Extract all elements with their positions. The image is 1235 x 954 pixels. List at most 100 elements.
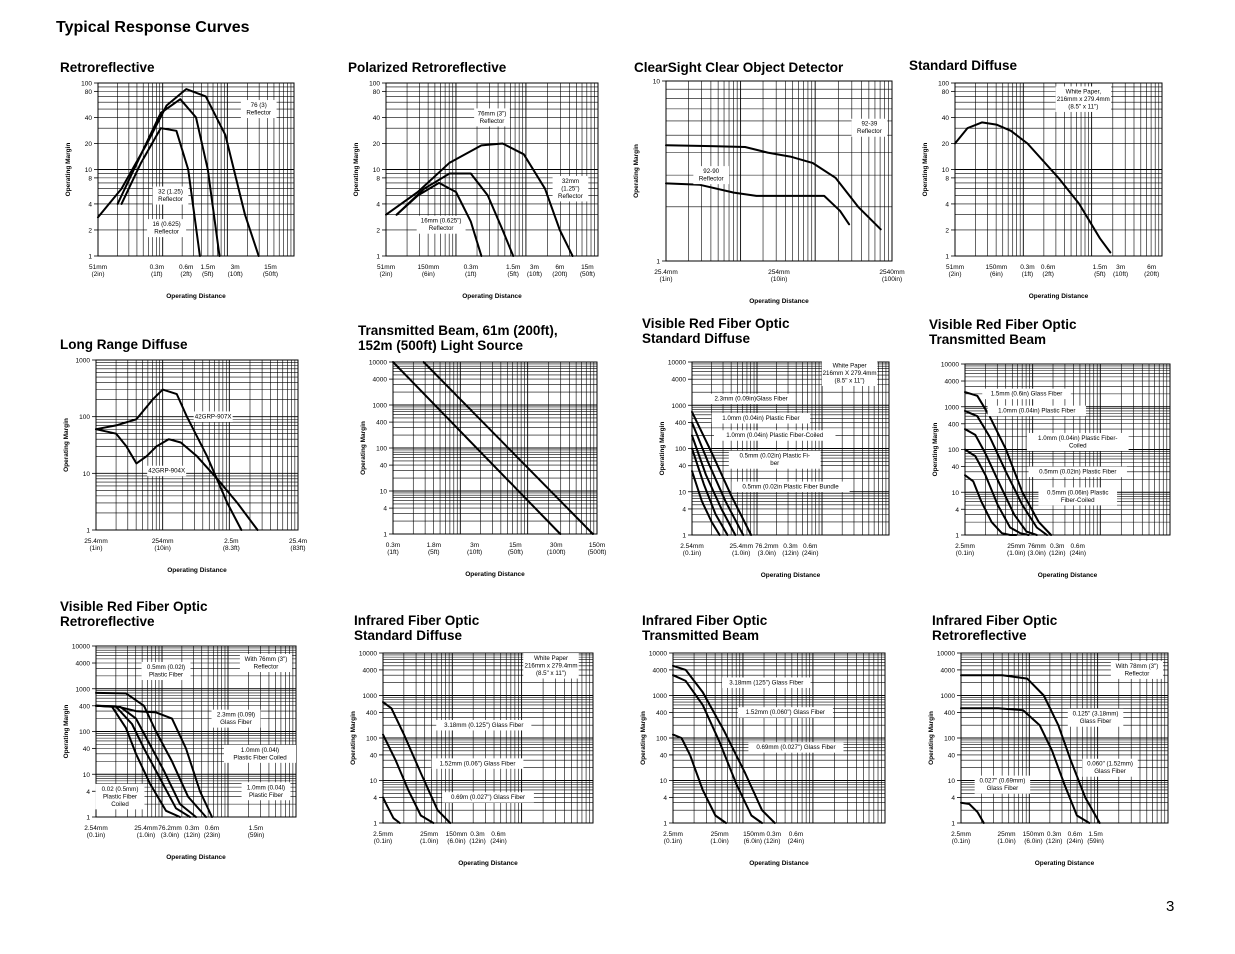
chart-11-xtick-label: 25mm (1.0in) xyxy=(710,831,728,845)
chart-3-frame xyxy=(665,80,893,262)
chart-1-annotation: 16 (0.625) Reflector xyxy=(152,221,180,236)
chart-8-series-line xyxy=(964,474,1018,536)
chart-5-xtick-label: 25.4mm (1in) xyxy=(84,538,107,552)
chart-5-annotation: 42GRP-907X xyxy=(195,413,232,420)
chart-4-xlabel: Operating Distance xyxy=(1029,293,1089,300)
chart-6-xtick-label: 3m (10ft) xyxy=(467,542,482,556)
chart-10-series-line xyxy=(382,796,401,824)
chart-7-annotation: 0.5mm (0.02in) Plastic Fi-ber xyxy=(739,453,810,468)
chart-9-series-line xyxy=(95,691,207,818)
chart-6-ytick-label: 40 xyxy=(380,463,388,470)
chart-1-ytick-label: 8 xyxy=(88,175,92,182)
chart-10-ytick-label: 10 xyxy=(370,778,378,785)
chart-12-xlabel: Operating Distance xyxy=(1035,860,1095,867)
chart-8-xlabel: Operating Distance xyxy=(1038,572,1098,579)
chart-8-annotation: 1.5mm (0.6in) Glass Fiber xyxy=(991,391,1063,398)
chart-5-xtick-label: 254mm (10in) xyxy=(152,538,174,552)
chart-9-ytick-label: 100 xyxy=(79,729,90,736)
chart-10-ytick-label: 1000 xyxy=(363,693,378,700)
chart-1-series-line xyxy=(120,127,201,257)
chart-11-ytick-label: 10 xyxy=(660,778,668,785)
chart-12-series-line xyxy=(960,801,985,824)
chart-4-xtick-label: 0.3m (1ft) xyxy=(1020,264,1034,278)
chart-6-ytick-label: 10000 xyxy=(369,360,387,367)
chart-7-xtick-label: 2.54mm (0.1in) xyxy=(680,543,703,557)
chart-11-ytick-label: 100 xyxy=(656,736,667,743)
chart-1-annotation-bg xyxy=(152,186,189,205)
chart-6-ytick-label: 4000 xyxy=(373,377,388,384)
chart-9-title: Visible Red Fiber Optic Retroreflective xyxy=(60,599,208,629)
chart-6-xtick-label: 15m (50ft) xyxy=(508,542,523,556)
chart-1-xtick-label: 0.3m (1ft) xyxy=(150,264,164,278)
chart-7-annotation: 0.5mm (0.02in Plastic Fiber Bundle xyxy=(742,484,839,491)
chart-9-annotation-bg xyxy=(95,783,145,810)
chart-12-series-line xyxy=(960,707,1091,824)
chart-1-ytick-label: 80 xyxy=(85,89,93,96)
chart-2-annotation: 16mm (0.625") Reflector xyxy=(421,218,462,233)
chart-8-series-line xyxy=(964,409,1048,536)
chart-12-ytick-label: 1 xyxy=(951,821,955,828)
chart-11-annotation-bg xyxy=(748,742,844,753)
chart-8-ytick-label: 1 xyxy=(955,533,959,540)
chart-4-ytick-label: 8 xyxy=(945,175,949,182)
chart-6-ytick-label: 400 xyxy=(376,420,387,427)
chart-9-series-line xyxy=(95,704,197,818)
chart-10-ytick-label: 40 xyxy=(370,752,378,759)
chart-11-ytick-label: 4000 xyxy=(653,667,668,674)
chart-7-annotation-bg xyxy=(731,481,850,493)
chart-7-ytick-label: 100 xyxy=(675,446,686,453)
chart-11-xtick-label: 2.5mm (0.1in) xyxy=(663,831,683,845)
chart-4-ytick-label: 20 xyxy=(942,141,950,148)
chart-9-xtick-label: 76.2mm (3.0in) xyxy=(158,825,181,839)
chart-10-annotation: 1.52mm (0.06") Glass Fiber xyxy=(440,760,516,767)
chart-3-ytick-label: 1 xyxy=(656,259,660,266)
chart-2-ylabel: Operating Margin xyxy=(353,143,360,197)
chart-11-annotation-bg xyxy=(722,677,811,688)
chart-12-annotation: 0.125" (3.18mm) Glass Fiber xyxy=(1073,711,1119,726)
chart-6-grid xyxy=(392,362,597,535)
chart-9-ytick-label: 4 xyxy=(86,789,90,796)
chart-9-annotation-bg xyxy=(241,782,291,801)
chart-10-series-line xyxy=(382,733,435,824)
chart-4-ytick-label: 100 xyxy=(938,81,949,88)
chart-8-ytick-label: 10 xyxy=(952,490,960,497)
chart-4-ytick-label: 4 xyxy=(945,201,949,208)
chart-9-ylabel: Operating Margin xyxy=(63,705,70,759)
chart-4-xtick-label: 51mm (2in) xyxy=(946,264,964,278)
chart-4-ytick-label: 40 xyxy=(942,115,950,122)
chart-8-annotation-bg xyxy=(987,405,1086,417)
chart-7-annotation-bg xyxy=(706,393,796,405)
chart-12-ytick-label: 40 xyxy=(948,752,956,759)
chart-9: 1 4 10 40 100 400 1000 4000 10000 2.54mm (0.1in) 25… xyxy=(63,644,297,861)
chart-7-xtick-label: 0.6m (24in) xyxy=(802,543,819,557)
chart-8-title: Visible Red Fiber Optic Transmitted Beam xyxy=(929,317,1077,347)
chart-2-annotation: 76mm (3") Reflector xyxy=(478,110,507,125)
chart-2-xtick-label: 150mm (6in) xyxy=(418,264,440,278)
chart-2-xtick-label: 3m (10ft) xyxy=(527,264,542,278)
chart-1-annotation-bg xyxy=(240,100,277,119)
chart-5-title: Long Range Diffuse xyxy=(60,337,188,352)
chart-6-xtick-label: 150m (500ft) xyxy=(588,542,607,556)
chart-11-xtick-label: 150mm 0.3m (6.0in) (12in) xyxy=(743,831,781,845)
chart-12-annotation-bg xyxy=(974,775,1031,794)
chart-4-xtick-label: 3m (10ft) xyxy=(1113,264,1128,278)
chart-9-ytick-label: 4000 xyxy=(76,661,91,668)
chart-11-series-line xyxy=(672,664,776,824)
chart-4-ylabel: Operating Margin xyxy=(922,143,929,197)
chart-7-series-line xyxy=(691,421,745,536)
chart-7-ytick-label: 400 xyxy=(675,420,686,427)
chart-7-annotation-bg xyxy=(713,430,836,441)
chart-11-ytick-label: 1 xyxy=(663,821,667,828)
chart-2-annotation-bg xyxy=(552,175,589,202)
chart-8-series-line xyxy=(964,448,1030,536)
chart-1-series-line xyxy=(116,98,221,257)
chart-11-grid xyxy=(672,653,885,824)
chart-6-title: Transmitted Beam, 61m (200ft), 152m (500f… xyxy=(358,323,558,353)
chart-2-series-line xyxy=(395,172,515,257)
chart-6-series-line xyxy=(392,361,562,535)
chart-12-ytick-label: 400 xyxy=(944,710,955,717)
chart-4-xtick-label: 1.5m (5ft) xyxy=(1093,264,1107,278)
chart-8-annotation: 1.0mm (0.04in) Plastic Fiber-Coiled xyxy=(1038,435,1117,450)
chart-10-xtick-label: 2.5mm (0.1in) xyxy=(373,831,393,845)
chart-11-ytick-label: 1000 xyxy=(653,693,668,700)
